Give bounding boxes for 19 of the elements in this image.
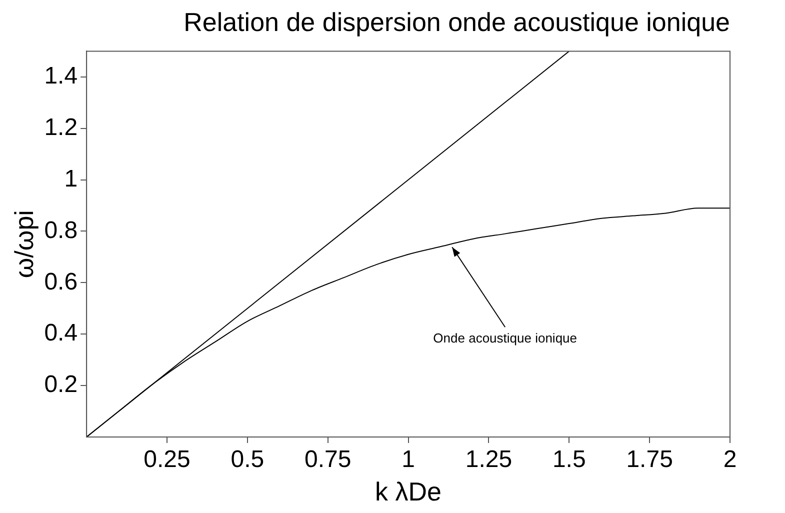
x-tick-label: 1 (402, 446, 415, 474)
y-axis-title: ω/ωpi (8, 210, 39, 278)
x-tick-label: 1.75 (626, 446, 673, 474)
annotation: Onde acoustique ionique (433, 330, 578, 346)
x-tick-label: 0.25 (144, 446, 190, 474)
x-tick-label: 1.5 (552, 446, 586, 474)
y-tick-label: 1.4 (44, 62, 78, 90)
y-tick-label: 0.6 (44, 268, 78, 296)
chart-title: Relation de dispersion onde acoustique ionique (184, 6, 730, 37)
y-tick-label: 1 (64, 165, 78, 192)
x-tick-label: 1.25 (465, 446, 512, 474)
y-tick-label: 0.8 (44, 216, 78, 244)
x-tick-label: 0.5 (230, 446, 264, 474)
y-tick-label: 0.4 (44, 320, 78, 347)
x-tick-label: 2 (723, 446, 737, 474)
x-axis-title: k λDe (375, 476, 442, 507)
y-tick-label: 0.2 (44, 371, 78, 398)
y-tick-label: 1.2 (44, 114, 78, 141)
x-tick-label: 0.75 (304, 446, 352, 474)
